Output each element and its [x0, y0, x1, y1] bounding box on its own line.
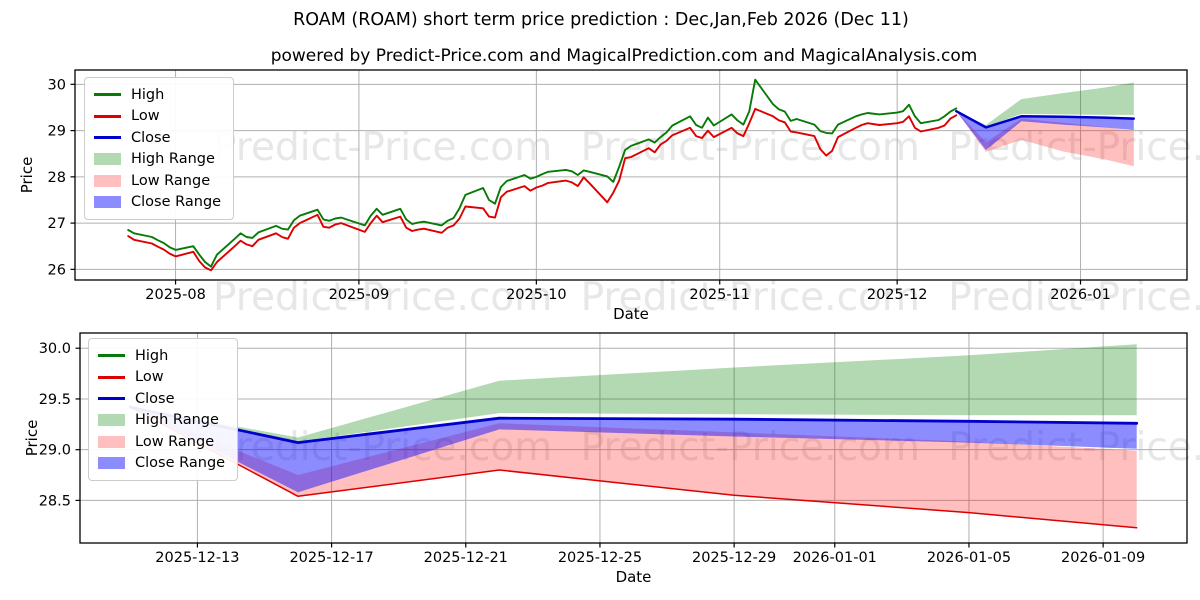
- svg-text:2026-01-09: 2026-01-09: [1061, 550, 1145, 566]
- svg-text:2025-11: 2025-11: [689, 287, 750, 303]
- svg-text:2025-12: 2025-12: [867, 287, 928, 303]
- legend-item-high: High: [94, 84, 221, 106]
- svg-text:Price: Price: [18, 157, 36, 194]
- legend-label: High Range: [135, 412, 219, 429]
- legend-item-close: Close: [94, 127, 221, 149]
- legend-top-chart: High Low Close High Range Low Range Close Ran…: [84, 77, 235, 220]
- legend-line-swatch: [98, 354, 125, 358]
- legend-label: High: [135, 347, 169, 364]
- legend-patch-swatch: [98, 457, 125, 470]
- svg-text:29.5: 29.5: [39, 392, 71, 408]
- legend-label: Close: [131, 129, 171, 146]
- legend-line-swatch: [94, 114, 121, 118]
- svg-text:29: 29: [48, 124, 66, 140]
- svg-text:2025-12-29: 2025-12-29: [692, 550, 776, 566]
- legend-item-high: High: [98, 345, 225, 367]
- legend-line-swatch: [98, 375, 125, 379]
- legend-label: Close: [135, 390, 175, 407]
- svg-text:2025-12-21: 2025-12-21: [424, 550, 508, 566]
- svg-text:Price: Price: [23, 420, 41, 457]
- legend-line-swatch: [94, 136, 121, 140]
- svg-text:2025-12-17: 2025-12-17: [289, 550, 373, 566]
- top-chart: 2025-08 2025-09 2025-10 2025-11 2025-12 2026-…: [18, 69, 1188, 323]
- legend-label: High: [131, 86, 165, 103]
- watermark-line-2: Predict-Price.com Predict-Price.com Pred…: [213, 275, 1200, 320]
- svg-text:2025-08: 2025-08: [145, 287, 206, 303]
- legend-label: Low Range: [135, 433, 215, 450]
- legend-patch-swatch: [94, 196, 121, 209]
- legend-item-low-range: Low Range: [98, 431, 225, 453]
- svg-text:2025-12-25: 2025-12-25: [558, 550, 642, 566]
- svg-text:28: 28: [48, 170, 66, 186]
- svg-text:30.0: 30.0: [39, 341, 71, 357]
- legend-patch-swatch: [98, 435, 125, 448]
- svg-text:29.0: 29.0: [39, 443, 71, 459]
- legend-label: Low: [135, 369, 164, 386]
- svg-text:30: 30: [48, 77, 66, 93]
- legend-label: Low Range: [131, 172, 211, 189]
- legend-label: Low: [131, 108, 160, 125]
- svg-text:Date: Date: [616, 568, 652, 586]
- legend-item-low-range: Low Range: [94, 170, 221, 192]
- legend-item-close-range: Close Range: [94, 192, 221, 214]
- legend-item-close-range: Close Range: [98, 453, 225, 475]
- legend-item-high-range: High Range: [94, 149, 221, 171]
- legend-label: Close Range: [131, 194, 222, 211]
- watermark-line-3: Predict-Price.com Predict-Price.com Pred…: [213, 428, 1200, 467]
- legend-item-low: Low: [98, 367, 225, 389]
- svg-text:2026-01: 2026-01: [1050, 287, 1111, 303]
- page-subtitle: powered by Predict-Price.com and Magical…: [270, 46, 978, 66]
- legend-patch-swatch: [94, 174, 121, 187]
- svg-text:2026-01-05: 2026-01-05: [927, 550, 1011, 566]
- legend-line-swatch: [94, 93, 121, 97]
- legend-patch-swatch: [94, 153, 121, 166]
- legend-label: Close Range: [135, 455, 226, 472]
- watermark-line-1: Predict-Price.com Predict-Price.com Pred…: [213, 125, 1200, 170]
- svg-text:Date: Date: [613, 305, 649, 323]
- svg-text:2025-10: 2025-10: [506, 287, 567, 303]
- legend-item-close: Close: [98, 388, 225, 410]
- svg-text:26: 26: [48, 262, 66, 278]
- legend-item-low: Low: [94, 106, 221, 128]
- legend-line-swatch: [98, 397, 125, 401]
- legend-bottom-chart: High Low Close High Range Low Range Close Ran…: [88, 338, 239, 481]
- svg-text:2025-09: 2025-09: [329, 287, 390, 303]
- svg-text:28.5: 28.5: [39, 493, 71, 509]
- page-title: ROAM (ROAM) short term price prediction …: [293, 10, 909, 30]
- svg-text:27: 27: [48, 216, 66, 232]
- svg-text:2025-12-13: 2025-12-13: [155, 550, 239, 566]
- legend-item-high-range: High Range: [98, 410, 225, 432]
- legend-patch-swatch: [98, 414, 125, 427]
- legend-label: High Range: [131, 151, 215, 168]
- svg-text:2026-01-01: 2026-01-01: [793, 550, 877, 566]
